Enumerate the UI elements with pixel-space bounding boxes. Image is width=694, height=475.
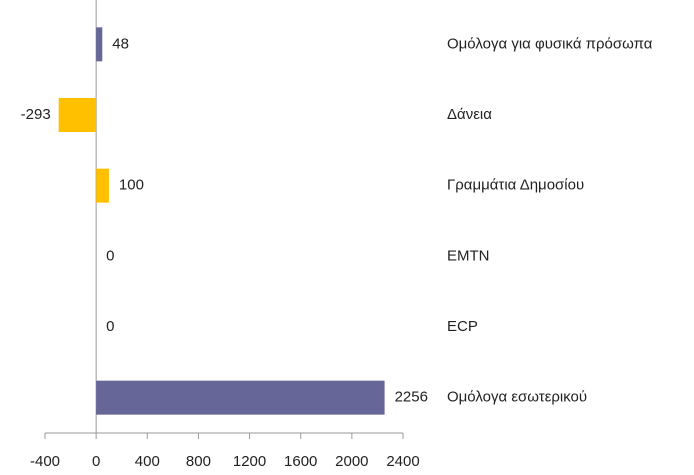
x-tick-label: 400 [135,453,160,470]
value-label: -293 [21,106,51,123]
x-tick-label: 800 [186,453,211,470]
x-tick-label: 2000 [335,453,368,470]
bar [96,380,385,415]
x-tick-label: 2400 [386,453,419,470]
category-label: ECP [447,318,478,335]
category-label: Δάνεια [447,106,492,123]
category-label: EMTN [447,247,490,264]
bar [96,168,109,203]
category-label: Ομόλογα εσωτερικού [447,389,587,406]
value-label: 0 [106,247,114,264]
x-tick-label: 1200 [233,453,266,470]
x-tick-label: -400 [30,453,60,470]
bar [58,98,97,132]
category-label: Ομόλογα για φυσικά πρόσωπα [447,35,653,52]
x-tick-label: 0 [92,453,100,470]
category-label: Γραμμάτια Δημοσίου [447,177,584,194]
x-tick-label: 1600 [284,453,317,470]
value-label: 100 [119,177,144,194]
value-label: 48 [112,35,129,52]
bar [96,27,103,62]
value-label: 0 [106,318,114,335]
value-label: 2256 [395,389,428,406]
